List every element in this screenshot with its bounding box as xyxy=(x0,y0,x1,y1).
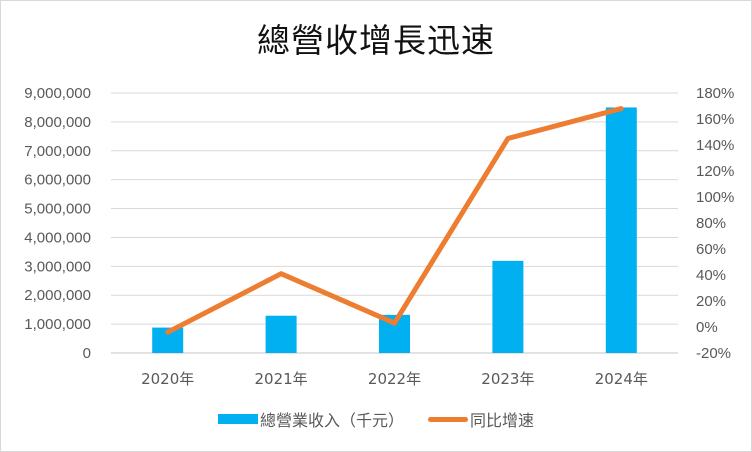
category-label: 2022年 xyxy=(368,370,421,388)
bar-series xyxy=(152,107,637,353)
line-series xyxy=(165,106,624,335)
left-tick-label: 0 xyxy=(83,345,91,362)
left-tick-label: 1,000,000 xyxy=(24,316,91,333)
right-tick-label: 20% xyxy=(696,293,726,310)
legend-label-growth: 同比增速 xyxy=(470,411,535,430)
legend-bar-swatch xyxy=(217,414,258,424)
right-tick-label: 180% xyxy=(696,85,734,102)
right-tick-label: 100% xyxy=(696,189,734,206)
left-tick-label: 4,000,000 xyxy=(24,229,91,246)
left-tick-label: 6,000,000 xyxy=(24,172,91,189)
revenue-bar xyxy=(492,260,524,353)
right-tick-label: 60% xyxy=(696,241,726,258)
left-tick-label: 3,000,000 xyxy=(24,258,91,275)
right-axis: -20% 0% 20% 40% 60% 80% 100% 120% 140% 160% 180% xyxy=(696,85,734,362)
right-tick-label: 120% xyxy=(696,163,734,180)
legend-line-swatch xyxy=(428,416,468,422)
legend-item-revenue: 總營業收入（千元） xyxy=(217,407,404,431)
revenue-bar xyxy=(265,315,297,353)
left-tick-label: 9,000,000 xyxy=(24,85,91,102)
revenue-bar xyxy=(605,107,637,353)
category-label: 2024年 xyxy=(595,370,648,388)
category-label: 2023年 xyxy=(481,370,534,388)
left-tick-label: 8,000,000 xyxy=(24,114,91,131)
left-tick-label: 7,000,000 xyxy=(24,143,91,160)
left-tick-label: 5,000,000 xyxy=(24,201,91,218)
right-tick-label: 80% xyxy=(696,215,726,232)
gridlines xyxy=(111,92,678,354)
category-label: 2020年 xyxy=(141,370,194,388)
category-label: 2021年 xyxy=(255,370,308,388)
growth-line xyxy=(165,106,624,335)
chart-title: 總營收增長迅速 xyxy=(257,21,495,60)
left-axis: 0 1,000,000 2,000,000 3,000,000 4,000,000 5,0… xyxy=(24,85,91,362)
right-tick-label: 40% xyxy=(696,267,726,284)
legend-item-growth: 同比增速 xyxy=(428,407,534,431)
right-tick-label: 0% xyxy=(696,319,718,336)
right-tick-label: 160% xyxy=(696,111,734,128)
legend-label-revenue: 總營業收入（千元） xyxy=(259,411,404,430)
legend: 總營業收入（千元） 同比增速 xyxy=(0,407,752,431)
right-tick-label: 140% xyxy=(696,137,734,154)
x-axis: 2020年 2021年 2022年 2023年 2024年 xyxy=(141,370,648,388)
right-tick-label: -20% xyxy=(696,345,731,362)
left-tick-label: 2,000,000 xyxy=(24,287,91,304)
